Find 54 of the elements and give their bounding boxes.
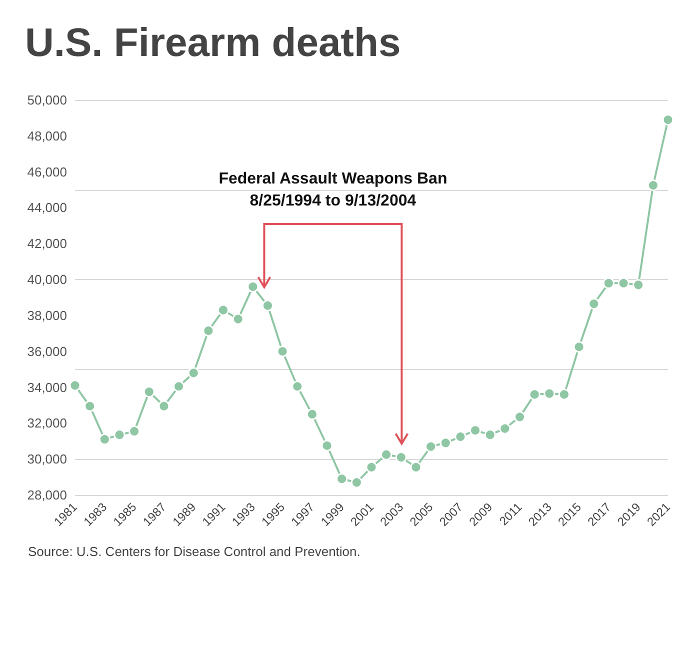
- y-tick-label: 34,000: [27, 380, 67, 395]
- point: [292, 380, 304, 392]
- point: [602, 277, 614, 289]
- y-tick-label: 28,000: [27, 488, 67, 502]
- point: [528, 388, 540, 400]
- point: [440, 437, 452, 449]
- point: [173, 380, 185, 392]
- point: [544, 388, 556, 400]
- point: [306, 408, 318, 420]
- point: [454, 430, 466, 442]
- point: [188, 367, 200, 379]
- point: [499, 422, 511, 434]
- point: [395, 452, 407, 464]
- point: [69, 380, 81, 392]
- point: [484, 429, 496, 441]
- point: [84, 400, 96, 412]
- y-tick-label: 48,000: [27, 128, 67, 144]
- point: [573, 341, 585, 353]
- point: [232, 313, 244, 325]
- point: [158, 400, 170, 412]
- y-tick-label: 46,000: [27, 164, 67, 180]
- point: [618, 277, 630, 289]
- point: [647, 180, 659, 192]
- point: [588, 298, 600, 310]
- point: [202, 324, 214, 336]
- point: [321, 440, 333, 452]
- point: [218, 304, 229, 316]
- y-tick-label: 40,000: [27, 272, 67, 288]
- point: [350, 476, 362, 488]
- point: [558, 388, 570, 400]
- y-tick-label: 30,000: [27, 452, 67, 467]
- point: [514, 411, 526, 423]
- point: [470, 424, 482, 436]
- point: [425, 440, 437, 452]
- point: [247, 280, 259, 292]
- chart-title: U.S. Firearm deaths: [25, 21, 401, 65]
- point: [632, 279, 644, 291]
- point: [114, 429, 126, 441]
- point: [366, 461, 378, 473]
- point: [380, 448, 392, 460]
- y-tick-label: 42,000: [27, 236, 67, 252]
- point: [410, 461, 422, 473]
- y-tick-label: 36,000: [27, 344, 67, 359]
- point: [276, 346, 288, 358]
- y-tick-label: 44,000: [27, 200, 67, 216]
- y-tick-label: 50,000: [27, 92, 67, 108]
- source-note: Source: U.S. Centers for Disease Control and Prevention.: [28, 544, 360, 559]
- annotation: Federal Assault Weapons Ban 8/25/1994 to 9/13/2004: [218, 170, 448, 210]
- point: [98, 434, 110, 446]
- y-tick-label: 38,000: [27, 308, 67, 323]
- point: [662, 114, 674, 126]
- point: [143, 386, 155, 398]
- y-tick-label: 32,000: [27, 416, 67, 431]
- point: [336, 473, 348, 485]
